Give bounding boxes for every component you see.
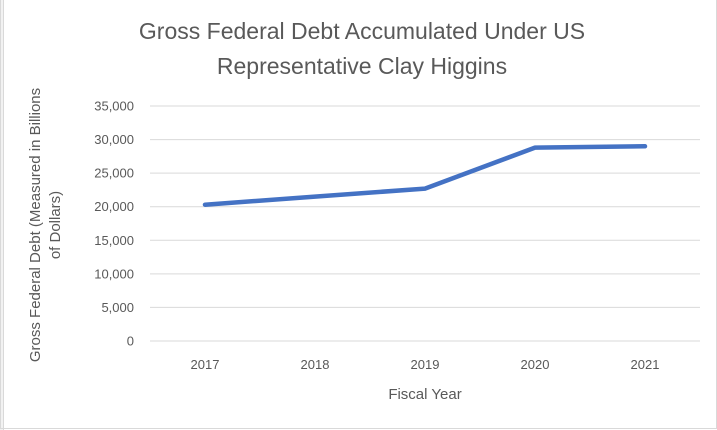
- y-tick-label: 0: [127, 334, 134, 349]
- chart-title-line-2: Representative Clay Higgins: [217, 53, 507, 79]
- x-tick-label: 2018: [301, 357, 330, 372]
- gridlines: [150, 105, 700, 342]
- y-tick-label: 35,000: [94, 99, 134, 114]
- y-axis-title: Gross Federal Debt (Measured in Billions…: [27, 88, 64, 362]
- y-tick-label: 15,000: [94, 233, 134, 248]
- y-axis-title-line-1: Gross Federal Debt (Measured in Billions: [27, 88, 44, 362]
- y-tick-label: 5,000: [101, 300, 134, 315]
- y-axis-title-line-2: of Dollars): [47, 191, 64, 259]
- y-tick-label: 25,000: [94, 166, 134, 181]
- x-tick-label: 2021: [631, 357, 660, 372]
- y-tick-label: 20,000: [94, 199, 134, 214]
- x-tick-label: 2017: [191, 357, 220, 372]
- x-axis-title: Fiscal Year: [388, 386, 461, 403]
- chart-title-line-1: Gross Federal Debt Accumulated Under US: [139, 18, 585, 44]
- chart-title: Gross Federal Debt Accumulated Under US …: [139, 18, 585, 79]
- y-tick-label: 30,000: [94, 132, 134, 147]
- x-tick-label: 2020: [521, 357, 550, 372]
- x-tick-label: 2019: [411, 357, 440, 372]
- sheet-edge: [0, 0, 4, 430]
- y-axis-tick-labels: 0 5,000 10,000 15,000 20,000 25,000 30,000 35,0…: [94, 99, 134, 349]
- series-line: [202, 144, 648, 207]
- x-axis-tick-labels: 2017 2018 2019 2020 2021: [191, 357, 660, 372]
- series-lines: [202, 144, 648, 207]
- y-tick-label: 10,000: [94, 266, 134, 281]
